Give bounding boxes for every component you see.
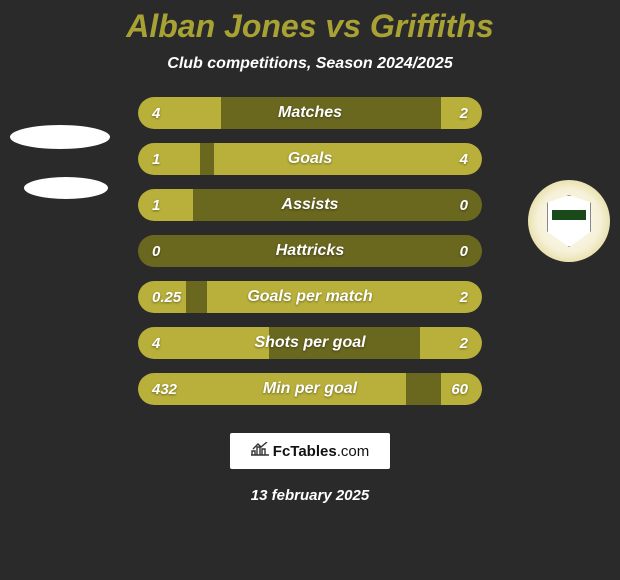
- stat-row: 0.252Goals per match: [138, 281, 482, 313]
- logo-text: FcTables.com: [273, 443, 369, 460]
- stat-row: 14Goals: [138, 143, 482, 175]
- player-right-crest: [528, 180, 610, 262]
- stat-row: 43260Min per goal: [138, 373, 482, 405]
- stat-value-left: 0: [152, 235, 160, 267]
- stat-row: 10Assists: [138, 189, 482, 221]
- logo-text-light: .com: [337, 443, 370, 460]
- ellipse-shape: [24, 177, 108, 199]
- fctables-logo: FcTables.com: [230, 433, 390, 469]
- comparison-card: Alban Jones vs Griffiths Club competitio…: [0, 0, 620, 580]
- chart-icon: [251, 442, 269, 461]
- bar-left: [138, 97, 221, 129]
- bar-left: [138, 281, 186, 313]
- bar-right: [214, 143, 482, 175]
- bar-left: [138, 327, 269, 359]
- stat-row: 0 0Hattricks: [138, 235, 482, 267]
- stat-value-right: 0: [460, 235, 468, 267]
- bar-right: [207, 281, 482, 313]
- player-left-badge: [10, 105, 110, 185]
- date-label: 13 february 2025: [251, 487, 369, 504]
- bar-left: [138, 373, 406, 405]
- ellipse-shape: [10, 125, 110, 149]
- bar-right: [441, 373, 482, 405]
- page-title: Alban Jones vs Griffiths: [126, 8, 494, 45]
- stat-value-right: 0: [460, 189, 468, 221]
- logo-text-bold: FcTables: [273, 443, 337, 460]
- crest-shield-icon: [547, 195, 591, 247]
- stat-row: 42Shots per goal: [138, 327, 482, 359]
- stat-label: Hattricks: [138, 235, 482, 267]
- stats-list: 42Matches14Goals10Assists00Hattricks0.25…: [138, 97, 482, 405]
- bar-left: [138, 143, 200, 175]
- bar-left: [138, 189, 193, 221]
- subtitle: Club competitions, Season 2024/2025: [167, 55, 452, 73]
- stat-row: 42Matches: [138, 97, 482, 129]
- bar-right: [420, 327, 482, 359]
- bar-right: [441, 97, 482, 129]
